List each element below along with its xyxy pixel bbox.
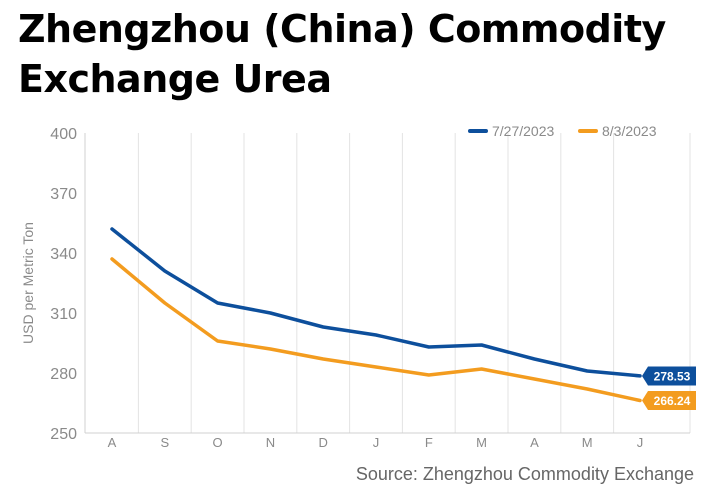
end-label-tag (642, 366, 696, 386)
x-tick-label: N (266, 435, 275, 450)
source-note: Source: Zhengzhou Commodity Exchange (355, 464, 694, 484)
y-tick-label: 400 (50, 126, 77, 143)
x-tick-label: J (637, 435, 644, 450)
end-label-tag (642, 391, 696, 411)
y-axis-title: USD per Metric Ton (20, 222, 36, 344)
x-tick-label: S (160, 435, 169, 450)
legend: 7/27/2023 8/3/2023 (468, 123, 657, 139)
y-tick-label: 250 (50, 426, 77, 443)
series-line-2 (110, 257, 642, 403)
chart-title: Zhengzhou (China) Commodity Exchange Ure… (18, 4, 666, 104)
y-tick-label: 280 (50, 366, 77, 383)
y-tick-labels: 250 280 310 340 370 400 (50, 126, 77, 443)
x-tick-label: O (213, 435, 223, 450)
y-tick-label: 310 (50, 306, 77, 323)
x-tick-label: M (476, 435, 487, 450)
series-line-1 (110, 227, 642, 378)
end-value-label: 278.53 (654, 369, 691, 383)
x-tick-label: M (582, 435, 593, 450)
end-labels: 278.53 266.24 (642, 366, 696, 411)
gridlines (137, 133, 691, 433)
x-tick-label: J (373, 435, 380, 450)
legend-label: 7/27/2023 (492, 123, 554, 139)
series-layer (110, 227, 642, 403)
end-value-label: 266.24 (654, 394, 691, 408)
y-tick-label: 340 (50, 246, 77, 263)
legend-label: 8/3/2023 (602, 123, 657, 139)
chart-title-line-2: Exchange Urea (18, 57, 332, 101)
x-tick-label: A (108, 435, 117, 450)
x-tick-label: A (530, 435, 539, 450)
y-tick-label: 370 (50, 186, 77, 203)
chart-title-line-1: Zhengzhou (China) Commodity (18, 7, 666, 51)
x-tick-label: F (425, 435, 433, 450)
x-tick-label: D (319, 435, 328, 450)
